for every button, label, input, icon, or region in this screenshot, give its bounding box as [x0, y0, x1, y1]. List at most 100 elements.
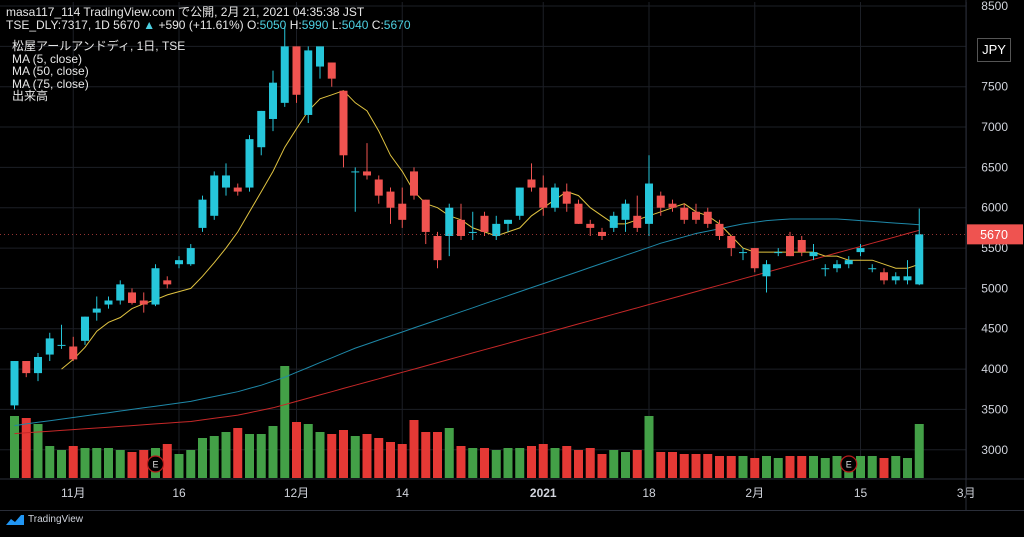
x-tick-label: 2月 [745, 486, 764, 500]
y-tick-label: 5000 [981, 281, 1008, 295]
candle-body [45, 338, 54, 355]
y-tick-label: 5500 [981, 241, 1008, 255]
ma75-line [14, 229, 920, 435]
ma50-line [14, 218, 920, 427]
candle-body [504, 219, 512, 224]
candle-body [280, 46, 289, 103]
volume-bar [856, 456, 865, 478]
high-label: H: [289, 18, 302, 32]
volume-bar [609, 450, 619, 478]
volume-bar [292, 422, 301, 478]
volume-bar [315, 432, 325, 478]
volume-bar [162, 444, 172, 478]
candle-body [656, 195, 665, 208]
volume-bar [750, 458, 760, 478]
volume-bar [444, 428, 454, 478]
candle-body [233, 187, 242, 192]
candle-body [351, 171, 360, 173]
candle-body [116, 284, 125, 301]
y-tick-label: 3000 [981, 443, 1008, 457]
candle-body [809, 252, 818, 257]
candle-body [339, 90, 348, 156]
legend-ma50[interactable]: MA (50, close) [12, 64, 89, 78]
candle-body [833, 264, 841, 269]
earnings-marker-icon [840, 455, 858, 473]
volume-bar [186, 450, 196, 478]
x-tick-label: 15 [854, 486, 868, 500]
volume-bar [773, 458, 783, 478]
earnings-marker-label: E [152, 460, 158, 470]
y-tick-label: 7500 [981, 80, 1008, 94]
x-tick-label: 12月 [284, 486, 309, 500]
legend-title[interactable]: 松屋アールアンドディ, 1日, TSE [12, 39, 186, 53]
candle-body [739, 252, 747, 254]
volume-bar [10, 416, 19, 478]
legend-volume[interactable]: 出来高 [12, 89, 49, 103]
candle-body [750, 248, 759, 269]
candle-body [609, 215, 618, 228]
candle-body [715, 223, 724, 236]
volume-bar [339, 430, 348, 478]
volume-bar [867, 456, 877, 478]
candle-body [257, 110, 266, 148]
volume-bar [550, 448, 560, 478]
candle-body [175, 260, 183, 265]
volume-bar [303, 424, 313, 478]
candle-body [163, 280, 172, 285]
candle-body [821, 268, 830, 270]
tradingview-logo[interactable]: TradingView [6, 514, 83, 525]
volume-bar [45, 446, 55, 478]
volume-bar [256, 434, 266, 478]
candle-body [151, 268, 160, 305]
candle-body [915, 234, 924, 285]
y-tick-label: 3500 [981, 402, 1008, 416]
candle-body [844, 260, 853, 265]
candle-body [692, 211, 700, 220]
volume-bar [621, 452, 630, 478]
tradingview-logo-icon [6, 514, 24, 525]
volume-bar [903, 458, 912, 478]
volume-bar [503, 448, 513, 478]
volume-bar [715, 456, 724, 478]
x-tick-label: 14 [396, 486, 410, 500]
ohlc-line: TSE_DLY:7317, 1D 5670 ▲ +590 (+11.61%) O… [6, 18, 411, 32]
earnings-marker-icon [146, 455, 165, 473]
candle-body [57, 344, 66, 346]
open-value: 5050 [259, 18, 287, 32]
candle-body [633, 215, 642, 228]
candle-body [903, 276, 912, 281]
volume-bar [33, 424, 43, 478]
volume-bar [726, 456, 736, 478]
candle-body [222, 175, 230, 188]
price-chart[interactable]: 3000 3500 4000 4500 5000 5500 6000 6500 7000 7500… [0, 0, 1024, 510]
currency-button[interactable]: JPY [977, 38, 1011, 62]
up-arrow-icon: ▲ [143, 18, 156, 32]
y-tick-label: 7000 [981, 120, 1008, 134]
candle-body [186, 248, 195, 265]
candle-body [727, 235, 736, 249]
candles [10, 26, 924, 410]
candle-body [421, 199, 430, 232]
volume-bar [386, 442, 395, 478]
candle-body [316, 46, 324, 67]
footer-bar [0, 510, 1024, 537]
candle-body [128, 292, 136, 303]
volume-bar [597, 454, 607, 478]
volume-bar [350, 436, 360, 478]
x-tick-label: 11月 [61, 486, 85, 500]
axes: 3000 3500 4000 4500 5000 5500 6000 6500 7000 7500… [0, 0, 1024, 510]
volume-bar [491, 450, 501, 478]
volume-bar [668, 452, 677, 478]
candle-body [880, 272, 888, 281]
candle-body [680, 207, 689, 220]
x-tick-label: 18 [642, 486, 656, 500]
x-tick-label: 16 [172, 486, 186, 500]
legend-ma5[interactable]: MA (5, close) [12, 51, 83, 66]
volume-bars [10, 366, 924, 478]
candle-body [10, 361, 19, 406]
volume-bar [397, 444, 407, 478]
volume-bar [174, 454, 184, 478]
legend-ma75[interactable]: MA (75, close) [12, 76, 89, 91]
low-value: 5040 [341, 18, 369, 32]
